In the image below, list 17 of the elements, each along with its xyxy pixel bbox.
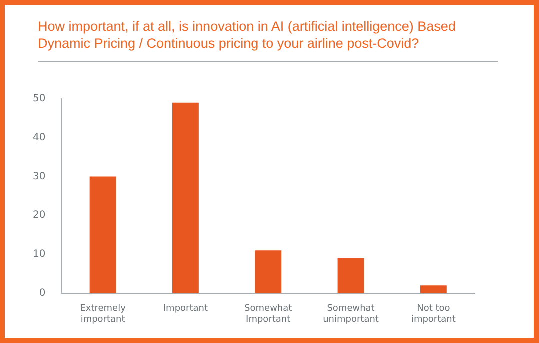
chart-title: How important, if at all, is innovation in AI (artificial intelligence) Based Dynamic Pricing / Continuous pricing to your airline post-Covid? — [38, 18, 457, 52]
y-tick-label: 10 — [32, 249, 46, 260]
bar — [420, 286, 447, 294]
y-tick-label: 50 — [32, 94, 46, 105]
bar — [255, 250, 282, 294]
y-tick-label: 20 — [32, 210, 46, 222]
x-tick-label: Not too important — [411, 304, 456, 325]
x-tick-label: Extremely important — [80, 304, 127, 325]
bar — [172, 102, 199, 294]
bar — [90, 176, 116, 294]
y-tick-label: 0 — [39, 288, 46, 299]
y-tick-label: 40 — [32, 132, 46, 144]
x-tick-label: Somewhat Important — [244, 304, 293, 325]
x-tick-label: Important — [163, 304, 208, 314]
bar — [338, 258, 364, 294]
x-tick-label: Somewhat unimportant — [323, 304, 380, 325]
y-tick-label: 30 — [32, 171, 46, 182]
